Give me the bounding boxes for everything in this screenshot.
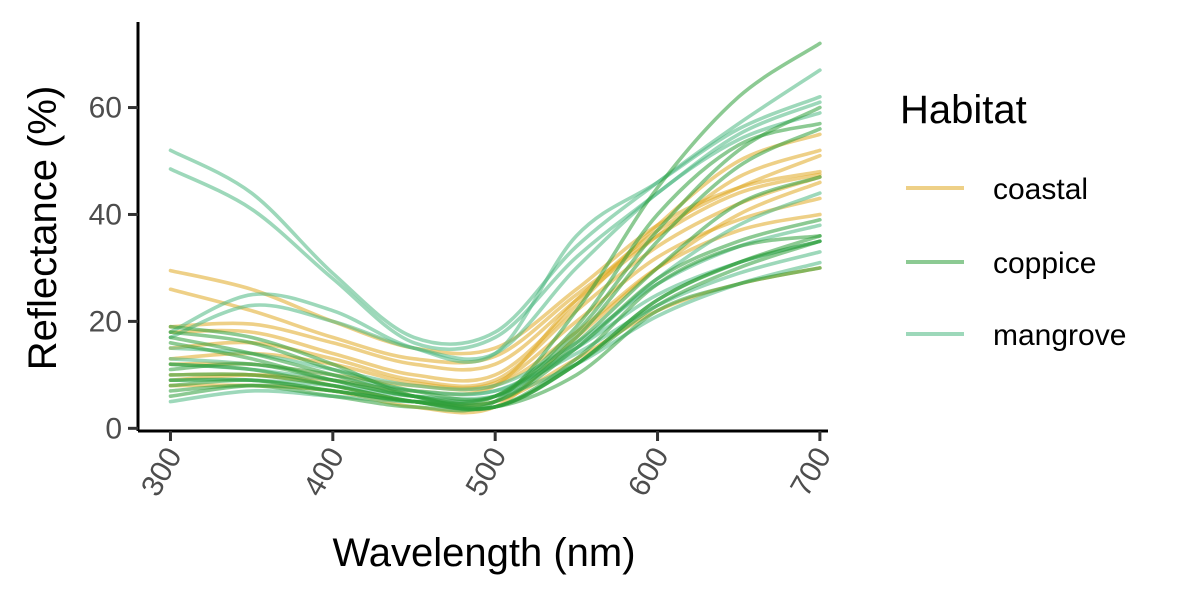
legend-title: Habitat — [900, 88, 1027, 132]
legend-label-mangrove: mangrove — [993, 319, 1126, 352]
series-line-mangrove-21 — [168, 68, 822, 346]
y-axis-title: Reflectance (%) — [21, 86, 65, 371]
x-axis-title: Wavelength (nm) — [332, 531, 635, 575]
series-line-coastal-3 — [168, 132, 822, 383]
series-line-coastal-0 — [168, 169, 822, 356]
series-line-coppice-17 — [168, 266, 822, 411]
x-tick-label-500: 500 — [460, 442, 514, 502]
series-line-coastal-2 — [168, 148, 822, 372]
series-line-mangrove-24 — [168, 111, 822, 362]
y-tick-label-20: 20 — [89, 305, 122, 338]
y-axis-ticks: 0 20 40 60 — [89, 92, 138, 445]
y-tick-label-40: 40 — [89, 198, 122, 231]
y-tick-label-0: 0 — [105, 412, 122, 445]
x-tick-label-300: 300 — [135, 442, 189, 502]
series-line-mangrove-22 — [168, 100, 822, 352]
legend: Habitat coastal coppice mangrove — [900, 88, 1126, 352]
series-line-coastal-8 — [168, 180, 822, 415]
x-tick-label-600: 600 — [622, 442, 676, 502]
legend-label-coastal: coastal — [993, 173, 1088, 206]
y-tick-label-60: 60 — [89, 92, 122, 125]
curves-layer — [168, 41, 822, 415]
x-tick-label-700: 700 — [784, 442, 838, 502]
series-line-coastal-1 — [168, 172, 822, 365]
series-line-mangrove-23 — [168, 95, 822, 364]
legend-label-coppice: coppice — [993, 247, 1096, 280]
series-line-coppice-20 — [168, 105, 822, 404]
x-axis-ticks: 300 400 500 600 700 — [135, 431, 838, 502]
x-tick-label-400: 400 — [297, 442, 351, 502]
